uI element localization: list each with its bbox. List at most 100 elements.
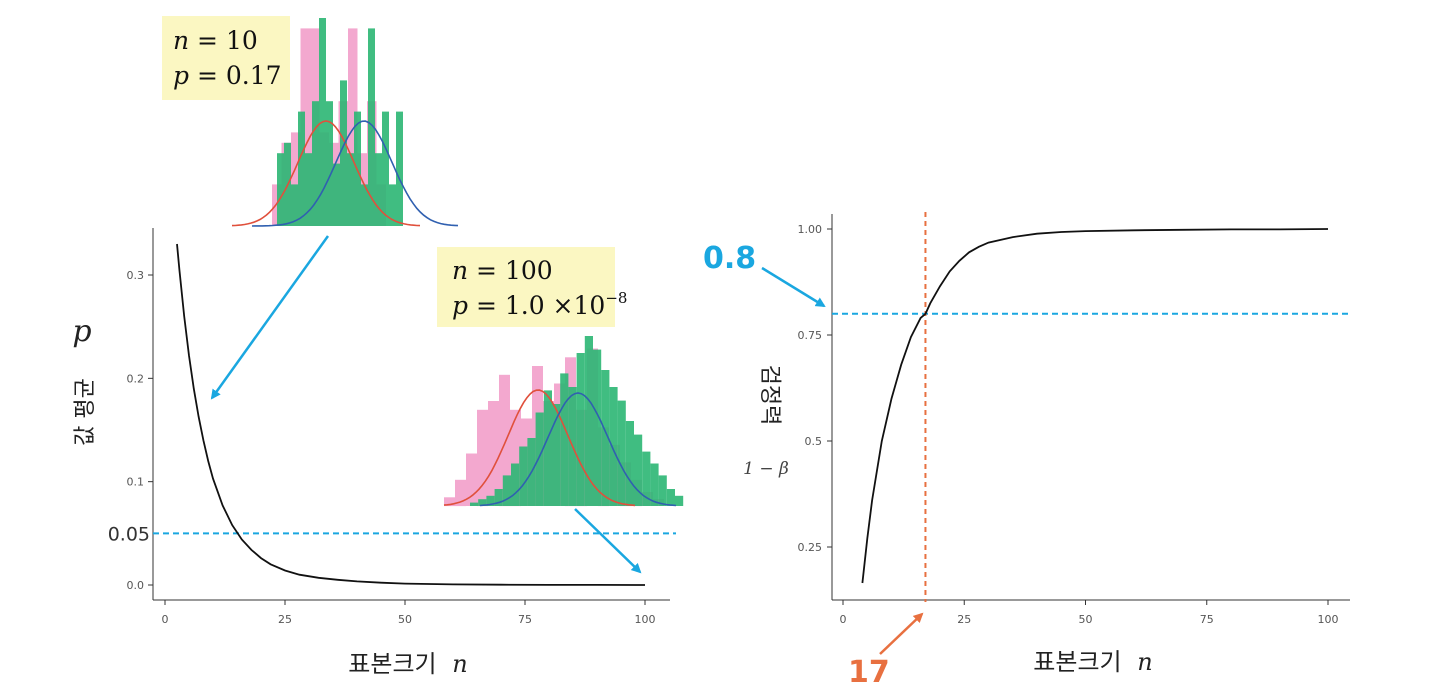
histogram-n10-green-bar [396,111,403,226]
annotation-n10-line2: p = 0.17 [173,61,282,90]
histogram-n10-green-bar [389,184,396,226]
annotation-p-value: = 0.17 [189,61,282,90]
histogram-n100-green-bar [552,404,561,506]
annotation-n-value: = 10 [189,26,258,55]
histogram-n10-green-bar [333,163,340,226]
right-x-axis-title: 표본크기 n [1033,648,1152,676]
annotation-box-n10: n = 10 p = 0.17 [162,16,290,100]
histogram-n10-green-bar [277,153,284,226]
right-y-tick-label: 0.25 [798,541,823,554]
histogram-n10-green-bar [382,111,389,226]
right-y-tick-label: 0.5 [805,435,823,448]
histogram-n10-pink-bar [300,28,310,227]
histogram-n100-green-bar [478,499,487,506]
right-power-curve [861,228,1329,584]
histogram-n100-pink-bar [488,401,499,506]
right-x-axis-var: n [1137,648,1152,676]
histogram-n10-green-bar [312,101,319,226]
histogram-n10-green-bar [340,80,347,227]
histogram-n10-pink-bar [348,28,358,227]
right-y-ticks: 0.25 0.5 0.75 1.00 [798,223,832,554]
histogram-n100-green-bar [609,387,618,506]
histogram-n100-pink-bar [455,479,466,507]
right-y-tick-label: 1.00 [798,223,823,236]
left-x-tick-label: 0 [162,613,169,626]
right-x-axis-label: 표본크기 [1033,648,1121,676]
histogram-n100-pink-bar [499,374,510,507]
annotation-bg [437,247,615,327]
histogram-n100-green-bar [650,463,659,506]
histogram-n10-green-bar [305,153,312,226]
right-x-tick-label: 100 [1318,613,1339,626]
histogram-n10-green-bar [347,153,354,226]
left-y-tick-label: 0.1 [127,476,145,489]
histogram-n100-green-bar [584,336,593,506]
annotation-box-n100: n = 100 p = 1.0 ×10−8 [437,247,627,327]
histogram-n100-green-bar [642,451,651,506]
annotation-n100-line2: p = 1.0 ×10−8 [452,289,627,320]
histogram-n100-green-bar [666,489,675,506]
histogram-n100-pink-bar [466,453,477,506]
histogram-n100-green-bar [658,475,667,506]
power-target-label: 0.8 [703,241,756,276]
histogram-n10-green-bar [298,111,305,226]
left-x-tick-label: 25 [278,613,292,626]
left-y-tick-label: 0.2 [127,372,145,385]
annotation-n-value: = 100 [468,256,553,285]
annotation-n10-line1: n = 10 [173,26,258,55]
histogram-n100-pink-bar [444,497,455,507]
arrow-sample-size [879,612,924,655]
left-threshold-label: 0.05 [108,523,150,545]
right-x-tick-label: 0 [840,613,847,626]
left-y-ticks: 0.0 0.1 0.2 0.3 [127,269,153,592]
arrow-power-target [761,266,826,308]
right-x-tick-label: 50 [1079,613,1093,626]
histogram-n10-green-bar [368,28,375,227]
left-x-tick-label: 75 [518,613,532,626]
histogram-n100-green-bar [593,349,602,506]
left-y-axis-var: p [72,314,91,349]
right-y-axis-sublabel: 1 − β [743,459,789,479]
histogram-n100-green-bar [470,502,479,506]
histogram-n100-green-bar [543,390,552,506]
histogram-n10-green-bar [326,101,333,226]
histogram-n100-green-bar [634,434,643,506]
left-y-tick-label: 0.0 [127,579,145,592]
annotation-n-var: n [452,256,468,285]
histogram-n100-pink-bar [477,409,488,507]
histogram-n100-green-bar [576,353,585,506]
histogram-n100-green-bar [494,489,503,506]
right-x-ticks: 0 25 50 75 100 [840,600,1339,626]
histogram-n100-green-bar [617,400,626,506]
histogram-n100-green-bar [502,475,511,506]
annotation-p-var: p [452,291,468,320]
arrow-n100 [574,508,642,574]
annotation-n100-line1: n = 100 [452,256,553,285]
histogram-n100-green-bar [486,495,495,506]
histogram-n100-blue-curve [479,392,677,507]
right-power-chart: 0.25 0.5 0.75 1.00 0 25 50 75 100 0.8 17 검정력 1 … [703,212,1350,688]
right-x-tick-label: 25 [957,613,971,626]
annotation-p-value: = 1.0 ×10 [468,291,605,320]
annotation-bg [162,16,290,100]
histogram-n10-green-bar [291,184,298,226]
right-x-tick-label: 75 [1200,613,1214,626]
left-pvalue-chart: 0.0 0.1 0.2 0.3 0 25 50 75 100 0.05 표본크기 n p 값 … [72,16,684,678]
left-x-axis-var: n [452,650,467,678]
left-y-tick-label: 0.3 [127,269,145,282]
histogram-n10-green-bar [361,184,368,226]
annotation-n-var: n [173,26,189,55]
histogram-n100-green-bar [625,421,634,506]
arrow-n10 [210,235,330,400]
left-y-axis-label: 값 평균 [73,378,98,446]
histogram-n100-green-bar [519,446,528,506]
histogram-n100-pink-bar [510,409,521,507]
annotation-p-var: p [173,61,189,90]
histogram-n10-red-curve [231,120,421,227]
right-y-tick-label: 0.75 [798,329,823,342]
annotation-p-exponent: −8 [605,289,627,307]
histogram-n10 [231,18,459,227]
histogram-n100 [443,336,684,507]
left-x-axis-title: 표본크기 n [348,650,467,678]
